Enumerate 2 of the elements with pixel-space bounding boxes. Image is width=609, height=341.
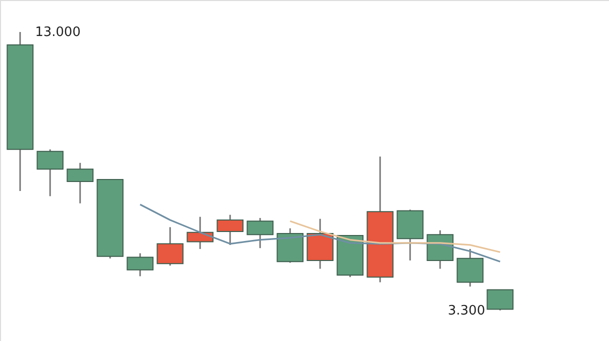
annotation: 3.300 (448, 303, 486, 318)
annotation: 13.000 (35, 25, 81, 40)
